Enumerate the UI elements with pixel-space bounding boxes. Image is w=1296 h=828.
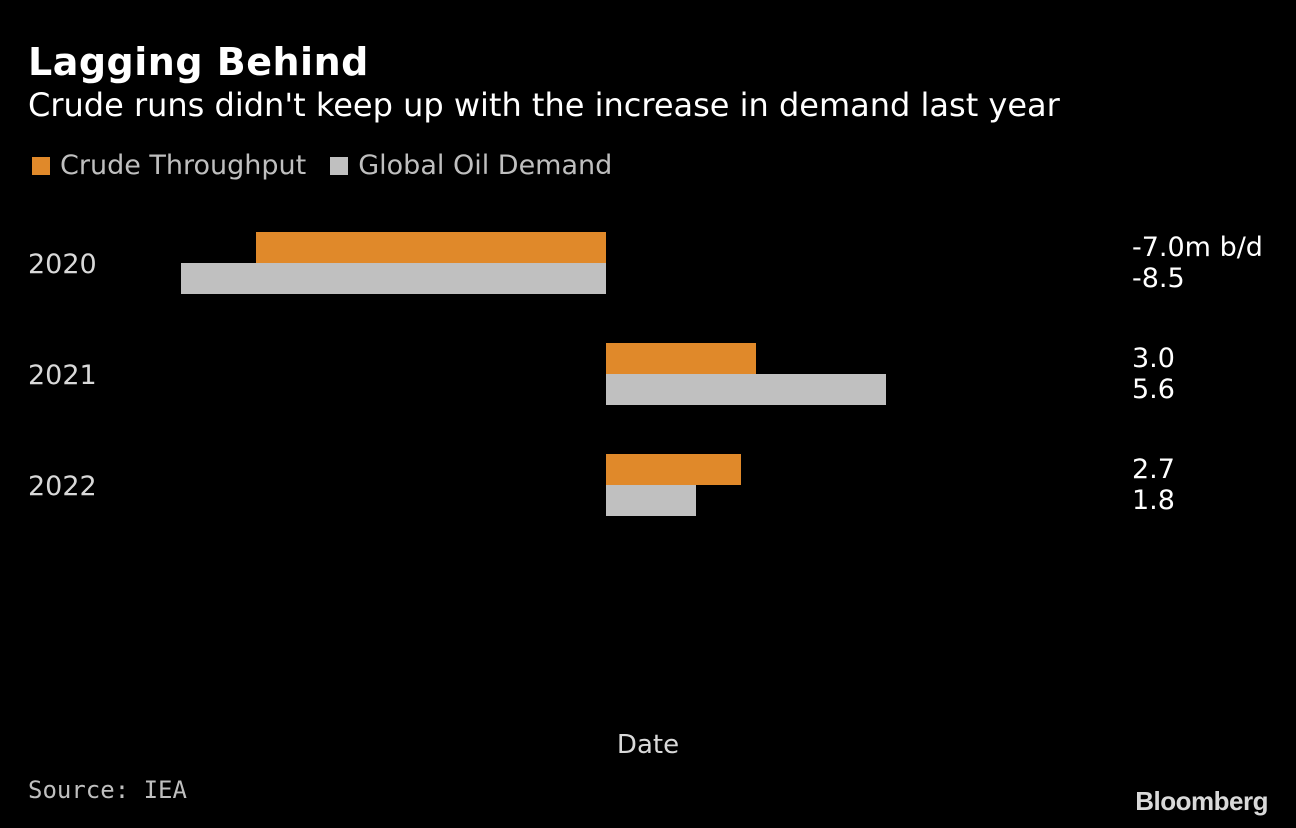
category-label-2021: 2021 (28, 360, 97, 391)
legend-swatch-global-oil-demand (330, 156, 349, 175)
legend-swatch-crude-throughput (32, 156, 50, 175)
bar-crude-throughput-2020 (256, 232, 606, 263)
category-label-2022: 2022 (28, 471, 97, 502)
value-label-crude-throughput-2020: -7.0m b/d (1132, 232, 1263, 263)
bar-global-oil-demand-2020 (181, 263, 606, 294)
legend-label-global-oil-demand: Global Oil Demand (358, 150, 613, 181)
category-label-2020: 2020 (28, 249, 97, 280)
source-note: Source: IEA (28, 776, 187, 804)
legend-item-global-oil-demand: Global Oil Demand (330, 150, 612, 181)
x-axis-label: Date (617, 730, 679, 760)
bar-global-oil-demand-2021 (606, 374, 886, 405)
value-label-global-oil-demand-2022: 1.8 (1132, 485, 1175, 516)
bar-global-oil-demand-2022 (606, 485, 696, 516)
value-label-crude-throughput-2021: 3.0 (1132, 343, 1175, 374)
legend-item-crude-throughput: Crude Throughput (32, 150, 306, 181)
legend: Crude Throughput Global Oil Demand (32, 150, 636, 181)
bar-crude-throughput-2022 (606, 454, 741, 485)
chart-title: Lagging Behind (28, 40, 369, 84)
value-label-crude-throughput-2022: 2.7 (1132, 454, 1175, 485)
bar-crude-throughput-2021 (606, 343, 756, 374)
bloomberg-logo: Bloomberg (1135, 786, 1268, 816)
value-label-global-oil-demand-2021: 5.6 (1132, 374, 1175, 405)
chart-subtitle: Crude runs didn't keep up with the incre… (28, 86, 1060, 124)
legend-label-crude-throughput: Crude Throughput (60, 150, 307, 181)
value-label-global-oil-demand-2020: -8.5 (1132, 263, 1185, 294)
